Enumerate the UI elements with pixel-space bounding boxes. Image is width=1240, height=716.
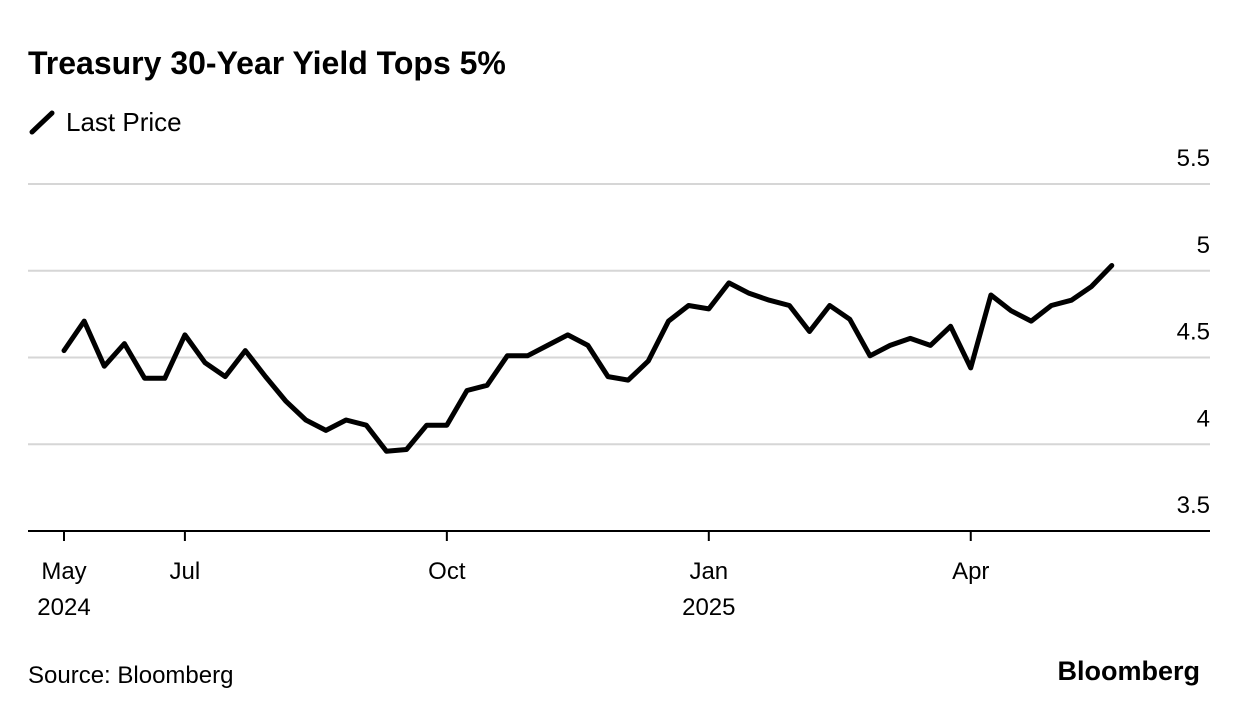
x-tick-label: Apr <box>952 558 989 585</box>
y-tick-label: 5 <box>1197 232 1210 259</box>
x-tick-year: 2024 <box>37 594 90 621</box>
x-tick-label: Oct <box>428 558 466 585</box>
x-tick-label: Jan <box>689 558 728 585</box>
chart-title: Treasury 30-Year Yield Tops 5% <box>28 45 506 81</box>
x-tick-year: 2025 <box>682 594 735 621</box>
y-tick-label: 4.5 <box>1177 319 1210 346</box>
y-tick-label: 4 <box>1197 405 1210 432</box>
brand: Bloomberg <box>1057 656 1200 686</box>
source: Source: Bloomberg <box>28 662 233 689</box>
y-tick-label: 5.5 <box>1177 145 1210 172</box>
x-tick-label: May <box>41 558 86 585</box>
legend-icon <box>29 110 55 135</box>
legend-label: Last Price <box>66 107 182 137</box>
line-series <box>61 263 1115 454</box>
x-tick-label: Jul <box>170 558 201 585</box>
y-tick-label: 3.5 <box>1177 492 1210 519</box>
